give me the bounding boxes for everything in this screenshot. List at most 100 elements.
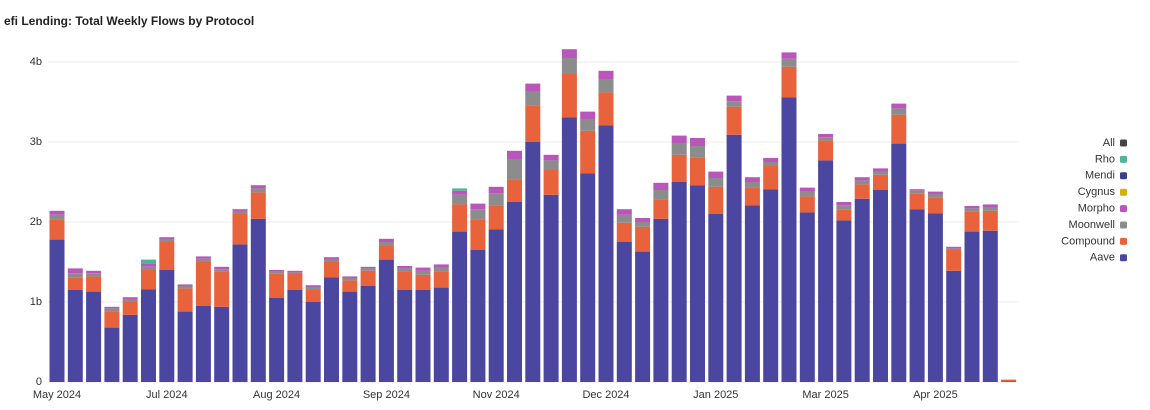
bar-segment [141,259,156,264]
bar-segment [177,311,193,382]
bar-segment [195,258,211,262]
legend-swatch [1120,139,1127,147]
legend-label: Mendi [1085,170,1115,182]
bar-segment [250,192,266,219]
bar-segment [305,285,321,288]
bar-segment [635,218,651,222]
legend-label: Moonwell [1069,219,1115,231]
bar-segment [726,106,742,135]
bar-segment [616,242,632,382]
bar-segment [561,58,577,74]
bar-segment [433,271,449,288]
bar-segment [433,267,449,272]
bar-segment [195,256,211,259]
bar-segment [781,52,797,59]
bar-segment [433,264,449,268]
bar-segment [342,280,358,292]
bar-segment [141,289,156,382]
legend-swatch [1120,221,1127,229]
bar-segment [49,210,65,215]
bar-segment [726,101,742,107]
bar-segment [726,95,742,102]
bar-segment [854,184,870,199]
y-tick-label: 1b [30,296,42,308]
bar-segment [543,154,559,161]
x-tick-label: Dec 2024 [582,389,629,401]
bar-segment [836,209,852,221]
bar-segment [580,130,596,174]
bar-segment [653,190,669,200]
bar-segment [708,171,724,178]
bar-segment [799,191,815,197]
bar-segment [781,66,797,98]
bar-segment [744,187,760,206]
bar-segment [104,311,120,328]
bar-segment [470,203,486,210]
bar-segment [1001,379,1017,382]
legend-swatch [1120,155,1127,163]
legend-label: Rho [1095,153,1115,165]
bar-segment [250,185,266,189]
bar-segment [195,262,211,306]
bar-segment [488,193,504,206]
bar-segment [67,273,83,278]
bar-segment [543,170,559,195]
bar-segment [324,262,339,278]
bar-segment [909,193,925,210]
bar-segment [397,266,413,269]
bar-segment [873,168,888,172]
bar-segment [708,178,724,187]
bar-segment [690,157,705,186]
bar-segment [104,308,120,312]
legend-swatch [1120,237,1127,245]
bar-segment [159,242,175,270]
bar-segment [305,290,321,302]
bar-segment [616,214,632,223]
bar-segment [488,186,504,194]
bar-segment [909,209,925,382]
legend-label: All [1103,137,1115,149]
bar-segment [598,92,614,126]
x-tick-label: Jan 2025 [693,389,738,401]
bar-segment [269,273,285,298]
y-tick-label: 3b [30,136,42,148]
bar-segment [836,220,852,382]
bar-segment [561,117,577,382]
bar-segment [543,160,559,170]
bar-segment [232,209,248,212]
bar-segment [360,268,376,271]
bar-segment [214,266,230,270]
bar-segment [561,74,577,118]
bar-segment [525,105,541,142]
bar-segment [964,211,980,232]
bar-segment [415,274,431,290]
bar-segment [580,111,596,120]
bar-segment [635,251,651,382]
bar-segment [378,238,394,242]
x-tick-label: May 2024 [33,389,81,401]
bar-segment [799,187,815,192]
bar-segment [653,218,669,382]
x-tick-label: Aug 2024 [253,389,300,401]
bar-segment [507,150,522,160]
bar-segment [946,270,962,382]
bar-segment [507,202,522,382]
bar-segment [671,143,687,155]
bar-segment [214,269,230,272]
bar-segment [763,162,779,166]
bar-segment [982,204,998,208]
bar-segment [671,182,687,382]
bar-segment [122,299,138,302]
bar-segment [525,83,541,92]
bar-segment [287,270,303,273]
bar-segment [488,205,504,230]
bar-segment [49,219,65,240]
bar-segment [269,271,285,274]
bar-segment [141,266,156,270]
bar-segment [214,306,230,382]
bar-segment [946,250,962,271]
bar-segment [214,271,230,307]
bar-segment [159,239,175,242]
bar-segment [378,259,394,382]
